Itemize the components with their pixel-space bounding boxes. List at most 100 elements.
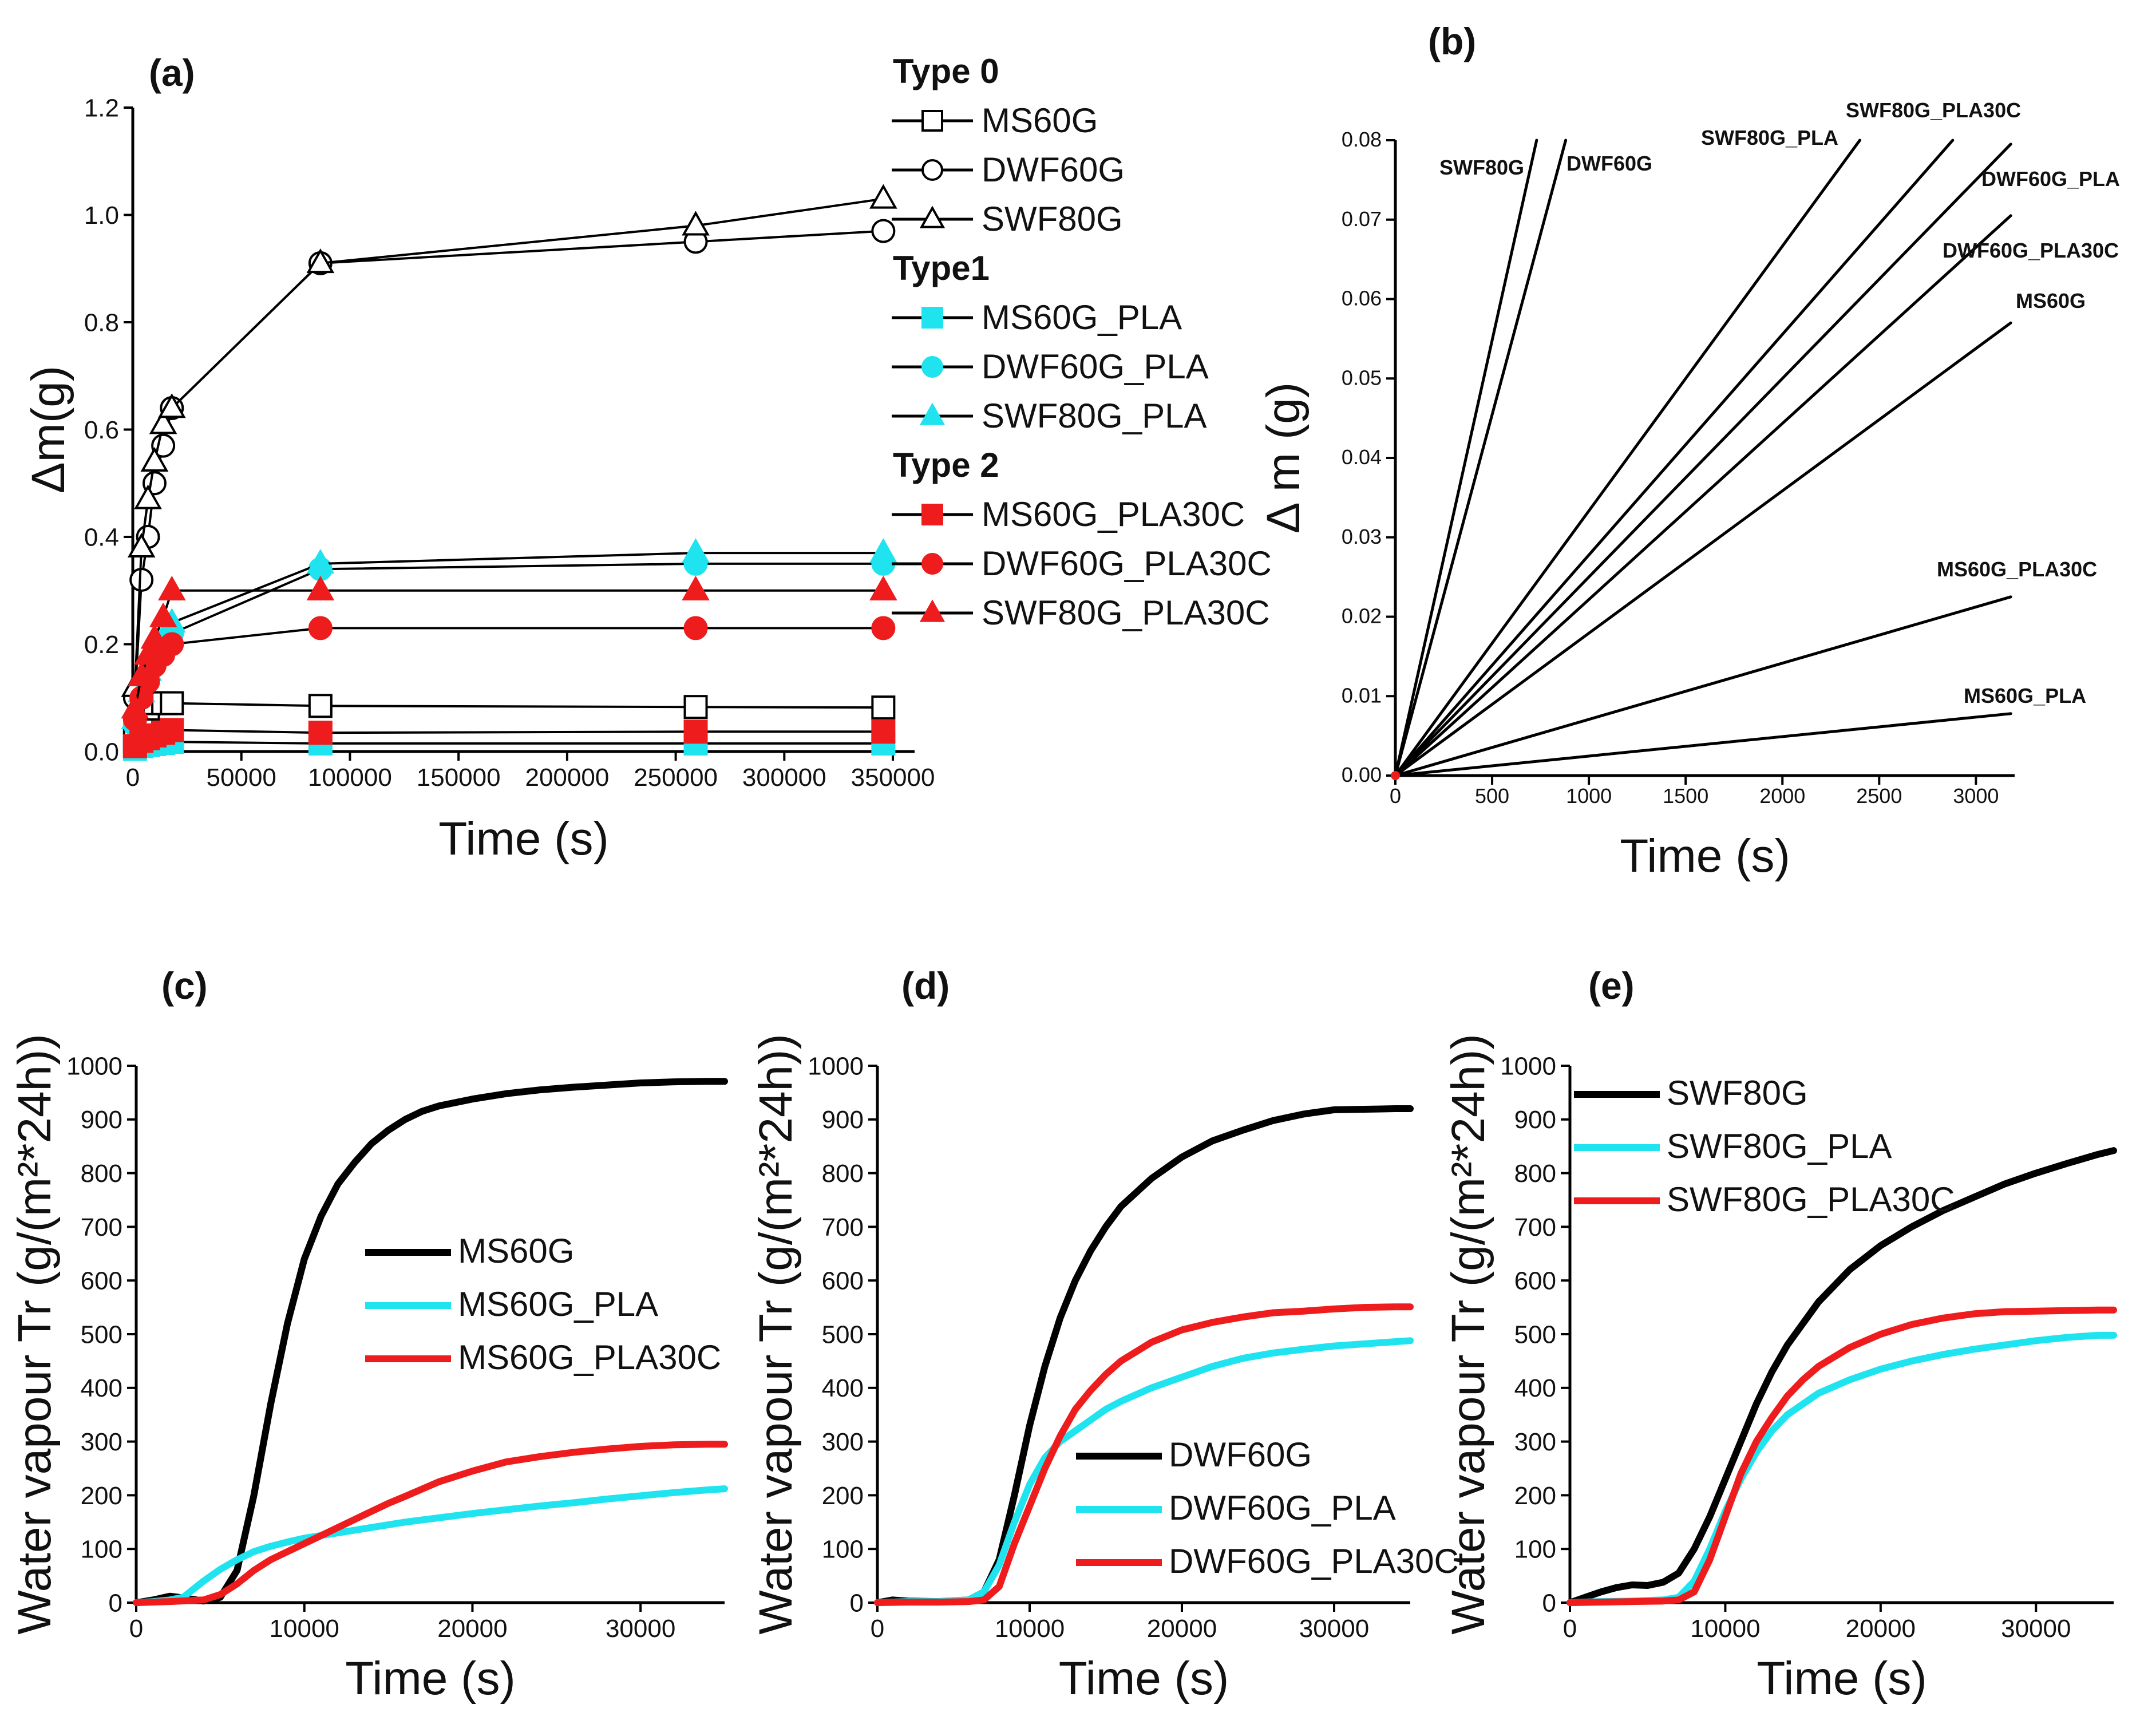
data-point-SWF80G_PLA30C [134,640,162,665]
y-tick-label: 500 [81,1320,122,1349]
x-tick-label: 1500 [1663,784,1708,808]
legend-d: DWF60G DWF60G_PLA DWF60G_PLA30C [1076,1436,1459,1580]
data-point-SWF80G_PLA30C [306,575,335,600]
x-axis-title: Time (s) [1757,1652,1927,1705]
series-label-MS60G_PLA: MS60G_PLA [1964,684,2086,707]
y-tick-label: 0.01 [1342,683,1382,707]
x-tick-label: 20000 [1846,1615,1916,1643]
y-tick-label: 0.8 [84,309,119,337]
y-tick-label: 800 [822,1160,864,1188]
y-axis-title: Δ m (g) [1257,382,1310,533]
data-point-MS60G [871,695,896,720]
legend-label: DWF60G_PLA30C [1169,1542,1459,1580]
data-point-SWF80G_PLA30C [869,575,897,600]
y-tick-label: 1.0 [84,201,119,230]
legend-marker [921,307,943,329]
series-SWF80G_PLA30C [121,575,897,719]
panel-e-chart: 0 10000 20000 30000 0 100 200 300 400 500 600 700 80… [1442,964,2117,1705]
series-line-SWF80G [1394,139,1538,777]
y-tick-label: 0.02 [1342,604,1382,628]
legend-label: DWF60G [1169,1436,1312,1474]
x-tick-label: 350000 [851,764,935,792]
legend-a: Type 0 MS60G DWF60G SWF80G Type1 MS60G_PLA DWF… [892,52,1272,632]
panel-c-chart: 0 10000 20000 30000 0 100 200 300 400 500 600 700 80… [9,964,728,1705]
x-tick-label: 0 [1390,784,1401,808]
data-point-SWF80G [869,184,897,209]
series-line-MS60G_PLA30C [1394,595,2012,777]
series-SWF80G [121,184,897,697]
y-tick-label: 0.08 [1342,128,1382,151]
legend-marker [921,504,943,525]
data-point-DWF60G_PLA30C [871,616,896,640]
data-point-SWF80G_PLA30C [140,624,169,649]
y-tick-label: 0.00 [1342,763,1382,786]
y-tick-label: 1000 [66,1052,122,1080]
panel-b-chart: 0 500 1000 1500 2000 2500 3000 0.00 0.01 0.02 0.03… [1257,20,2120,882]
panel-label-d: (d) [901,964,950,1007]
x-tick-label: 2000 [1759,784,1805,808]
series-line-SWF80G [133,197,885,689]
y-tick-label: 1000 [1500,1052,1556,1080]
y-tick-label: 1000 [808,1052,864,1080]
legend-label: DWF60G [982,151,1125,189]
x-tick-label: 10000 [995,1615,1065,1643]
data-point-SWF80G_PLA [306,548,335,574]
y-axis-title: Δm(g) [22,366,74,493]
y-tick-label: 400 [822,1374,864,1402]
series-label-MS60G: MS60G [2016,289,2086,313]
series-line-DWF60G_PLA [874,1337,1414,1606]
data-point-MS60G [160,691,184,715]
legend-label: DWF60G_PLA [982,347,1209,386]
x-axis-title: Time (s) [1059,1652,1229,1705]
y-tick-label: 600 [822,1267,864,1295]
y-tick-label: 100 [81,1536,122,1564]
series-label-SWF80G_PLA30C: SWF80G_PLA30C [1846,98,2021,122]
y-tick-label: 900 [822,1106,864,1134]
y-tick-label: 300 [1514,1428,1556,1456]
legend-marker [921,110,943,132]
series-line-DWF60G_PLA30C [874,1303,1414,1606]
panel-label-b: (b) [1428,20,1476,62]
y-tick-label: 0.03 [1342,525,1382,548]
x-axis-title: Time (s) [345,1652,516,1705]
y-tick-label: 800 [1514,1160,1556,1188]
x-tick-label: 20000 [437,1615,507,1643]
y-tick-label: 0.2 [84,631,119,659]
series-line-MS60G_PLA [1394,712,2012,777]
legend-label: SWF80G_PLA30C [982,594,1270,632]
data-point-DWF60G_PLA30C [683,616,708,640]
legend-label: MS60G_PLA [982,298,1182,337]
series-label-SWF80G_PLA: SWF80G_PLA [1701,126,1838,149]
data-point-MS60G [308,694,333,718]
data-point-SWF80G [127,532,156,557]
legend-label: SWF80G [982,200,1123,238]
legend-marker [919,599,946,622]
data-point-SWF80G_PLA30C [149,602,177,627]
panel-label-c: (c) [161,964,208,1007]
x-tick-label: 30000 [606,1615,675,1643]
y-tick-label: 600 [1514,1267,1556,1295]
x-tick-label: 50000 [207,764,276,792]
x-tick-label: 20000 [1147,1615,1217,1643]
legend-label: MS60G [458,1232,574,1270]
series-line-DWF60G_PLA [133,562,885,726]
y-tick-label: 700 [822,1213,864,1241]
x-tick-label: 0 [129,1615,143,1643]
legend-group-title: Type 0 [893,52,999,90]
y-tick-label: 1.2 [84,94,119,122]
series-line-MS60G_PLA30C [133,1441,728,1606]
y-tick-label: 500 [1514,1320,1556,1349]
data-point-MS60G_PLA30C [308,721,333,745]
series-line-MS60G [133,702,885,742]
legend-marker [921,553,943,575]
legend-marker [919,205,946,228]
y-tick-label: 0 [1542,1589,1556,1617]
legend-c: MS60G MS60G_PLA MS60G_PLA30C [365,1232,721,1377]
series-line-MS60G_PLA [133,1485,728,1606]
x-tick-label: 10000 [270,1615,339,1643]
series-line-DWF60G [874,1105,1414,1606]
x-tick-label: 200000 [525,764,609,792]
series-line-MS60G_PLA [133,741,885,750]
series-line-SWF80G_PLA30C [133,589,885,710]
y-tick-label: 700 [81,1213,122,1241]
